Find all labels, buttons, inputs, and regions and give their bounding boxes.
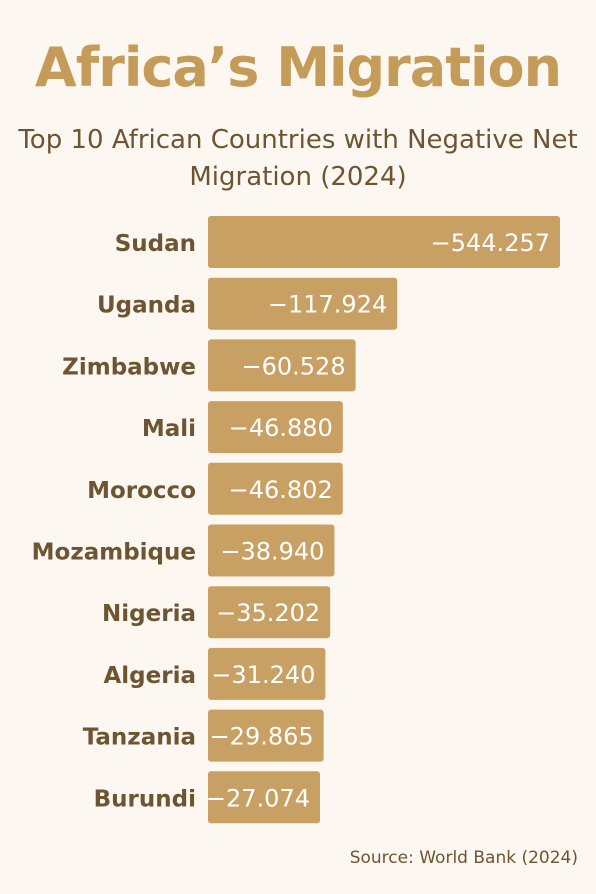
category-label-burundi: Burundi	[94, 786, 196, 812]
data-label-algeria: −31.240	[211, 661, 315, 689]
category-label-mozambique: Mozambique	[32, 540, 196, 566]
category-label-sudan: Sudan	[115, 231, 196, 257]
category-label-zimbabwe: Zimbabwe	[62, 354, 196, 380]
data-label-zimbabwe: −60.528	[242, 352, 346, 380]
category-label-mali: Mali	[142, 416, 196, 442]
bar-nigeria	[208, 586, 331, 639]
data-label-sudan: −544.257	[431, 229, 550, 257]
data-label-uganda: −117.924	[268, 291, 387, 319]
bar-zimbabwe	[208, 339, 356, 392]
data-label-burundi: −27.074	[206, 784, 310, 812]
bar-uganda	[208, 277, 398, 330]
bar-burundi	[208, 771, 320, 824]
data-label-nigeria: −35.202	[216, 599, 320, 627]
data-label-mozambique: −38.940	[220, 538, 324, 566]
bar-mali	[208, 401, 343, 454]
category-label-morocco: Morocco	[87, 478, 196, 504]
data-label-morocco: −46.802	[229, 476, 333, 504]
data-label-mali: −46.880	[229, 414, 333, 442]
bar-morocco	[208, 462, 343, 515]
bar-tanzania	[208, 709, 324, 762]
page-title: Africa’s Migration	[34, 36, 562, 99]
bar-mozambique	[208, 524, 335, 577]
bar-sudan	[208, 216, 560, 268]
bar-algeria	[208, 647, 326, 700]
category-label-tanzania: Tanzania	[83, 725, 196, 751]
data-label-tanzania: −29.865	[210, 723, 314, 751]
source-note: Source: World Bank (2024)	[349, 848, 578, 868]
category-label-nigeria: Nigeria	[102, 601, 196, 627]
category-label-uganda: Uganda	[97, 293, 196, 319]
chart-subtitle: Top 10 African Countries with Negative N…	[18, 125, 578, 192]
category-label-algeria: Algeria	[104, 663, 197, 689]
